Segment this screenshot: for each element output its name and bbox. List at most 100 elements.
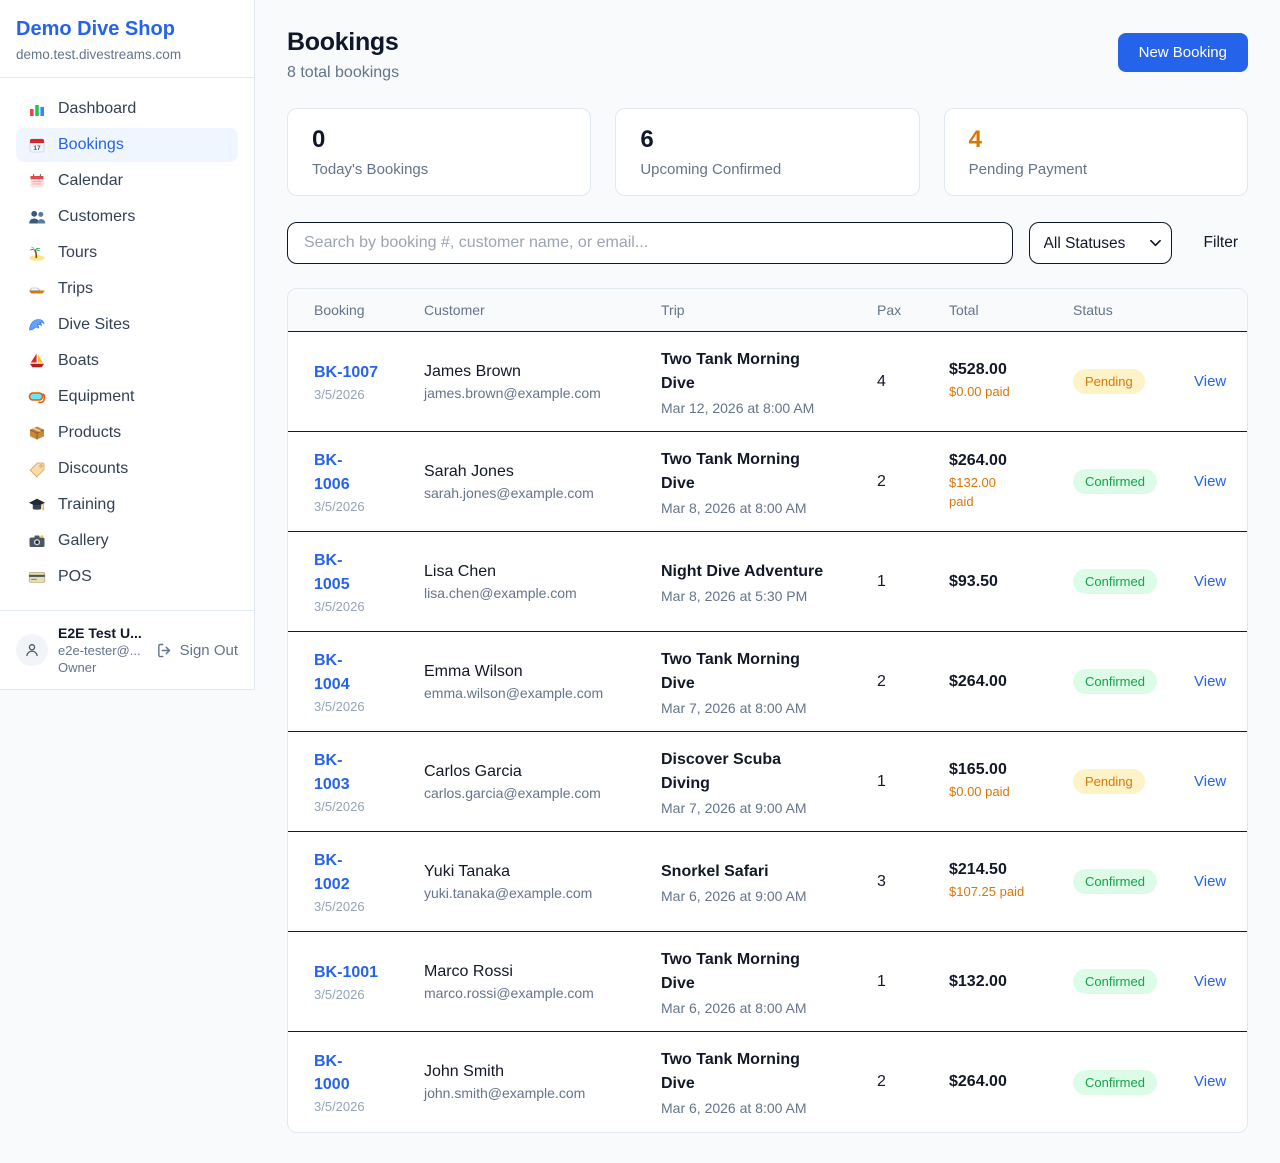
sidebar-item-gallery[interactable]: Gallery: [16, 524, 238, 558]
actions-cell: View: [1194, 1073, 1247, 1091]
view-link[interactable]: View: [1194, 1073, 1227, 1090]
booking-id-link[interactable]: BK- 1004: [314, 652, 350, 693]
total-amount: $528.00: [949, 361, 1007, 379]
customer-cell: Marco Rossi marco.rossi@example.com: [424, 963, 661, 1001]
trip-cell: Snorkel Safari Mar 6, 2026 at 9:00 AM: [661, 860, 877, 904]
column-header-customer: Customer: [424, 302, 485, 318]
pax-count: 4: [877, 372, 886, 390]
booking-cell: BK- 1003 3/5/2026: [314, 749, 424, 813]
column-header-booking: Booking: [314, 302, 365, 318]
view-link[interactable]: View: [1194, 572, 1227, 590]
sidebar-item-dashboard[interactable]: Dashboard: [16, 92, 238, 126]
table-row: BK- 1005 3/5/2026 Lisa Chen lisa.chen@exa…: [288, 532, 1247, 632]
view-link[interactable]: View: [1194, 372, 1227, 390]
sidebar-item-dive-sites[interactable]: Dive Sites: [16, 308, 238, 342]
actions-cell: View: [1194, 573, 1247, 591]
trip-name: Two Tank Morning Dive: [661, 650, 800, 692]
sidebar-item-label: Discounts: [58, 460, 129, 477]
booking-id-link[interactable]: BK- 1000: [314, 1052, 350, 1093]
view-link[interactable]: View: [1194, 972, 1227, 990]
booking-id-link[interactable]: BK- 1003: [314, 752, 350, 793]
actions-cell: View: [1194, 673, 1247, 691]
paid-amount: $0.00 paid: [949, 384, 1010, 400]
customer-email: marco.rossi@example.com: [424, 984, 594, 1001]
stat-card-today-s-bookings: 0 Today's Bookings: [287, 108, 592, 196]
status-cell: Pending: [1073, 369, 1194, 394]
status-filter: All Statuses: [1028, 222, 1172, 264]
bar-chart-icon: [28, 100, 46, 118]
customer-cell: Lisa Chen lisa.chen@example.com: [424, 563, 661, 601]
sidebar-item-label: POS: [58, 568, 92, 585]
customer-email: john.smith@example.com: [424, 1085, 586, 1101]
page-subtitle: 8 total bookings: [287, 64, 400, 81]
calendar-icon: 17: [28, 136, 46, 154]
customer-email: james.brown@example.com: [424, 384, 601, 401]
trip-datetime: Mar 8, 2026 at 5:30 PM: [661, 587, 808, 604]
paid-amount: $0.00 paid: [949, 784, 1010, 800]
main-content: Bookings 8 total bookings New Booking 0 T…: [255, 0, 1280, 1163]
view-link[interactable]: View: [1194, 472, 1227, 490]
trip-cell: Discover Scuba Diving Mar 7, 2026 at 9:00…: [661, 748, 877, 816]
sidebar-item-discounts[interactable]: Discounts: [16, 452, 238, 486]
customer-cell: Carlos Garcia carlos.garcia@example.com: [424, 763, 661, 801]
sidebar-item-products[interactable]: Products: [16, 416, 238, 450]
sign-out-button[interactable]: Sign Out: [156, 642, 238, 659]
customer-cell: Yuki Tanaka yuki.tanaka@example.com: [424, 863, 661, 901]
actions-cell: View: [1194, 973, 1247, 991]
status-filter-select[interactable]: All Statuses: [1028, 222, 1172, 264]
search-input[interactable]: [287, 222, 1013, 264]
user-role: Owner: [58, 660, 97, 675]
view-link[interactable]: View: [1194, 872, 1227, 890]
booking-id-link[interactable]: BK- 1006: [314, 452, 350, 493]
sidebar-item-training[interactable]: Training: [16, 488, 238, 522]
sidebar-item-label: Equipment: [58, 388, 135, 405]
total-cell: $93.50: [949, 573, 1073, 591]
total-amount: $165.00: [949, 761, 1007, 779]
actions-cell: View: [1194, 473, 1247, 491]
sidebar-item-bookings[interactable]: 17 Bookings: [16, 128, 238, 162]
status-badge: Confirmed: [1073, 869, 1157, 894]
stat-card-pending-payment: 4 Pending Payment: [943, 108, 1248, 196]
sidebar-item-calendar[interactable]: Calendar: [16, 164, 238, 198]
status-badge: Confirmed: [1073, 969, 1157, 994]
filter-button[interactable]: Filter: [1194, 226, 1248, 260]
status-badge: Pending: [1073, 369, 1145, 394]
trip-datetime: Mar 6, 2026 at 8:00 AM: [661, 999, 807, 1016]
booking-date: 3/5/2026: [314, 798, 365, 814]
status-cell: Pending: [1073, 769, 1194, 794]
avatar: [16, 634, 48, 666]
sidebar-item-trips[interactable]: Trips: [16, 272, 238, 306]
new-booking-button[interactable]: New Booking: [1117, 33, 1248, 72]
sidebar-item-boats[interactable]: Boats: [16, 344, 238, 378]
table-row: BK-1001 3/5/2026 Marco Rossi marco.rossi…: [288, 932, 1247, 1032]
sidebar-item-customers[interactable]: Customers: [16, 200, 238, 234]
table-row: BK-1007 3/5/2026 James Brown james.brown…: [288, 332, 1247, 432]
status-badge: Confirmed: [1073, 1069, 1157, 1095]
svg-text:17: 17: [33, 145, 41, 152]
package-icon: [28, 424, 46, 442]
booking-date: 3/5/2026: [314, 387, 365, 403]
view-link[interactable]: View: [1194, 772, 1227, 790]
booking-id-link[interactable]: BK- 1005: [314, 552, 350, 593]
table-row: BK- 1002 3/5/2026 Yuki Tanaka yuki.tanaka…: [288, 832, 1247, 932]
sidebar-item-label: Boats: [58, 352, 99, 369]
sidebar-item-label: Calendar: [58, 172, 123, 189]
total-amount: $264.00: [949, 1073, 1007, 1090]
total-cell: $264.00: [949, 1073, 1073, 1091]
booking-id-link[interactable]: BK- 1002: [314, 852, 350, 893]
sidebar-item-tours[interactable]: Tours: [16, 236, 238, 270]
customer-name: Carlos Garcia: [424, 762, 522, 780]
pax-count: 2: [877, 472, 886, 490]
booking-cell: BK- 1005 3/5/2026: [314, 549, 424, 613]
sign-out-label: Sign Out: [179, 641, 238, 659]
status-cell: Confirmed: [1073, 869, 1194, 894]
booking-id-link[interactable]: BK-1001: [314, 963, 379, 981]
total-cell: $165.00 $0.00 paid: [949, 761, 1073, 801]
booking-id-link[interactable]: BK-1007: [314, 363, 379, 381]
pax-count: 2: [877, 1073, 886, 1090]
sidebar-item-equipment[interactable]: Equipment: [16, 380, 238, 414]
view-link[interactable]: View: [1194, 672, 1227, 690]
person-icon: [23, 641, 41, 659]
sidebar-item-pos[interactable]: POS: [16, 560, 238, 594]
status-cell: Confirmed: [1073, 969, 1194, 994]
